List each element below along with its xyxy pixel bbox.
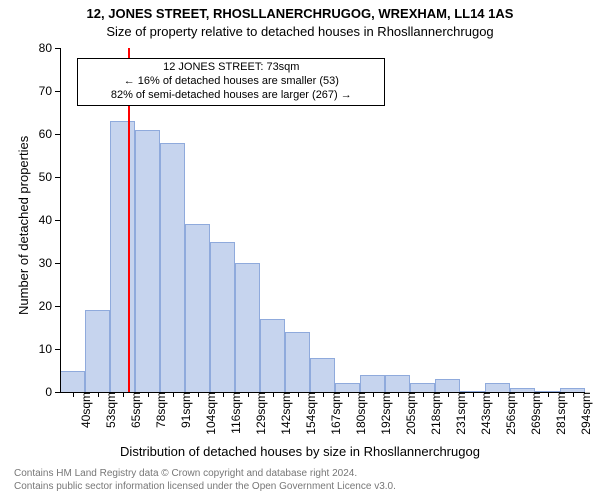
histogram-bar (210, 242, 235, 393)
y-tick-label: 20 (39, 299, 60, 313)
histogram-bar (485, 383, 510, 392)
chart-title: 12, JONES STREET, RHOSLLANERCHRUGOG, WRE… (0, 6, 600, 21)
x-tick-label: 180sqm (348, 392, 368, 435)
x-tick-label: 154sqm (298, 392, 318, 435)
histogram-bar (310, 358, 335, 392)
x-tick-label: 269sqm (523, 392, 543, 435)
x-tick-label: 281sqm (548, 392, 568, 435)
footer-line1: Contains HM Land Registry data © Crown c… (14, 468, 396, 481)
y-tick-label: 80 (39, 41, 60, 55)
histogram-bar (85, 310, 110, 392)
histogram-bar (260, 319, 285, 392)
histogram-bar (335, 383, 360, 392)
x-tick-label: 78sqm (148, 392, 168, 428)
annotation-line: 82% of semi-detached houses are larger (… (84, 89, 378, 103)
x-axis-label: Distribution of detached houses by size … (0, 444, 600, 459)
footer-line2: Contains public sector information licen… (14, 481, 396, 494)
y-tick-label: 70 (39, 84, 60, 98)
histogram-bar (185, 224, 210, 392)
x-tick-label: 243sqm (473, 392, 493, 435)
y-tick-label: 50 (39, 170, 60, 184)
histogram-bar (135, 130, 160, 392)
y-axis-label: Number of detached properties (16, 136, 31, 315)
x-tick-label: 205sqm (398, 392, 418, 435)
annotation-box: 12 JONES STREET: 73sqm← 16% of detached … (77, 58, 385, 105)
histogram-bar (60, 371, 85, 393)
x-tick-label: 167sqm (323, 392, 343, 435)
histogram-bar (235, 263, 260, 392)
y-tick-label: 40 (39, 213, 60, 227)
x-tick-label: 53sqm (98, 392, 118, 428)
histogram-bar (385, 375, 410, 392)
x-tick-label: 218sqm (423, 392, 443, 435)
y-tick-label: 60 (39, 127, 60, 141)
chart-subtitle: Size of property relative to detached ho… (0, 24, 600, 39)
histogram-bar (410, 383, 435, 392)
chart-container: { "title": { "text": "12, JONES STREET, … (0, 0, 600, 500)
x-tick-label: 65sqm (123, 392, 143, 428)
x-tick-label: 91sqm (173, 392, 193, 428)
x-tick-label: 256sqm (498, 392, 518, 435)
histogram-bar (285, 332, 310, 392)
y-tick-label: 30 (39, 256, 60, 270)
annotation-line: 12 JONES STREET: 73sqm (84, 61, 378, 75)
x-tick-label: 129sqm (248, 392, 268, 435)
x-tick-label: 40sqm (73, 392, 93, 428)
y-tick-label: 10 (39, 342, 60, 356)
x-tick-label: 104sqm (198, 392, 218, 435)
histogram-bar (160, 143, 185, 392)
histogram-bar (110, 121, 135, 392)
x-tick-label: 192sqm (373, 392, 393, 435)
histogram-bar (360, 375, 385, 392)
x-tick-label: 142sqm (273, 392, 293, 435)
histogram-bar (435, 379, 460, 392)
x-tick-label: 231sqm (448, 392, 468, 435)
plot-area: 0102030405060708040sqm53sqm65sqm78sqm91s… (60, 48, 585, 392)
annotation-line: ← 16% of detached houses are smaller (53… (84, 75, 378, 89)
x-tick-label: 116sqm (223, 392, 243, 434)
y-tick-label: 0 (45, 385, 60, 399)
x-tick-label: 294sqm (573, 392, 593, 435)
footer-attribution: Contains HM Land Registry data © Crown c… (14, 468, 396, 493)
